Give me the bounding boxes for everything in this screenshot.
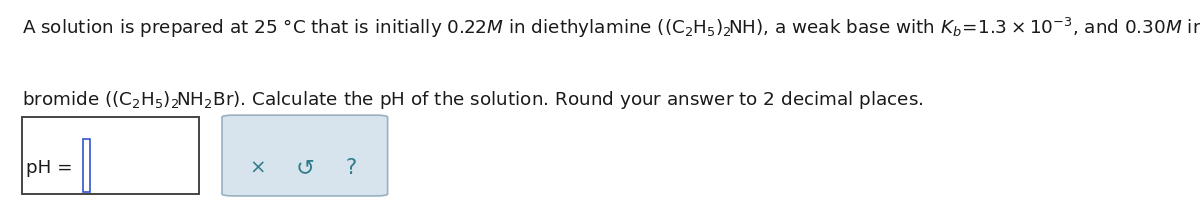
Text: A solution is prepared at 25 °C that is initially 0.22$M$ in diethylamine $\left: A solution is prepared at 25 °C that is … bbox=[22, 16, 1200, 40]
Text: ↺: ↺ bbox=[295, 158, 314, 178]
Text: ?: ? bbox=[346, 158, 358, 178]
Text: bromide $\left(\left(\mathrm{C_2H_5}\right)_2\!\mathrm{NH_2Br}\right)$. Calculat: bromide $\left(\left(\mathrm{C_2H_5}\rig… bbox=[22, 89, 923, 111]
FancyBboxPatch shape bbox=[222, 115, 388, 196]
Text: ×: × bbox=[250, 158, 266, 177]
FancyBboxPatch shape bbox=[22, 117, 199, 194]
FancyBboxPatch shape bbox=[83, 139, 90, 192]
Text: pH =: pH = bbox=[26, 159, 79, 177]
